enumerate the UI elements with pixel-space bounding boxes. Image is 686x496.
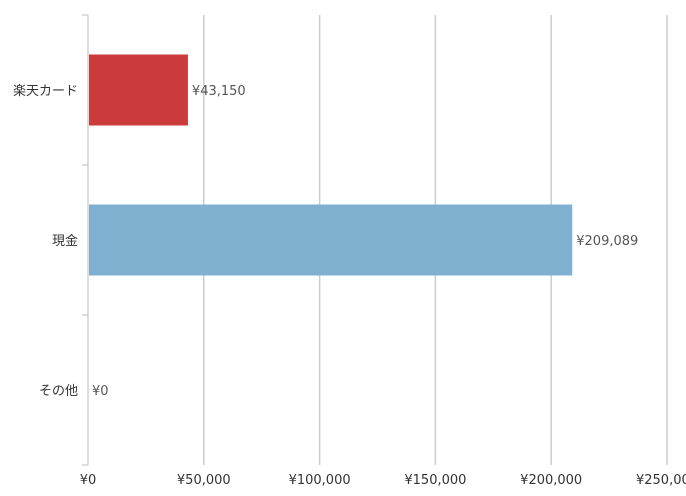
category-label: その他 [39,384,78,399]
x-tick-label: ¥0 [80,473,97,488]
x-tick-label: ¥100,000 [289,473,351,488]
x-tick-label: ¥250,000 [636,473,686,488]
y-axis [82,14,89,466]
category-label: 楽天カード [13,83,78,99]
bars [89,54,573,276]
labels: ¥0 ¥50,000 ¥100,000 ¥150,000 ¥200,000 ¥250,00… [13,83,686,488]
bar [89,204,573,276]
bar [89,54,188,126]
data-label: ¥209,089 [576,234,638,249]
x-tick-label: ¥150,000 [404,473,466,488]
x-tick-label: ¥50,000 [177,473,231,488]
x-tick-label: ¥200,000 [520,473,582,488]
category-label: 現金 [52,233,78,249]
data-label: ¥43,150 [192,84,246,99]
data-label: ¥0 [92,384,109,399]
